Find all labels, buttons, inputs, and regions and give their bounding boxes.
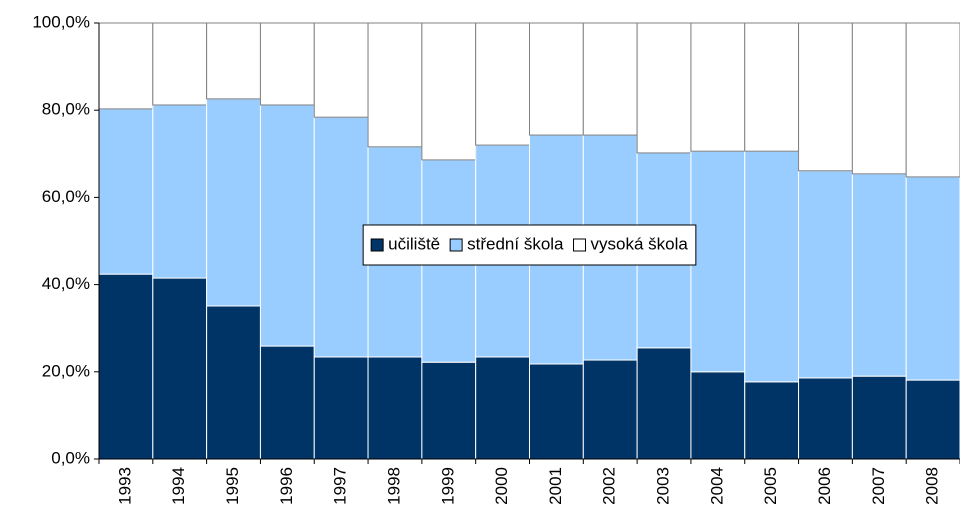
x-tick-label: 1999: [438, 467, 457, 505]
x-tick-label: 1996: [277, 467, 296, 505]
bar-segment: [367, 22, 423, 148]
x-tick-label: 1994: [169, 467, 188, 505]
legend-box: [362, 224, 697, 266]
y-tick-label: 0,0%: [51, 448, 90, 467]
bar-segment: [690, 150, 746, 373]
bar-segment: [798, 22, 853, 172]
y-tick-label: 80,0%: [42, 100, 90, 119]
bar-segment: [905, 379, 960, 460]
bar-segment: [313, 116, 369, 358]
bar-segment: [313, 22, 369, 118]
x-tick-label: 2008: [923, 467, 942, 505]
bar-segment: [206, 98, 261, 307]
bar-segment: [367, 356, 423, 460]
x-tick-label: 2005: [761, 467, 780, 505]
bar-segment: [98, 22, 154, 110]
bar-segment: [98, 273, 154, 460]
legend-label: učiliště: [388, 234, 440, 253]
bar-segment: [851, 22, 907, 175]
bar-segment: [690, 22, 746, 152]
legend-label: střední škola: [467, 234, 564, 253]
y-tick-label: 20,0%: [42, 361, 90, 380]
bar-segment: [421, 22, 477, 161]
x-tick-label: 1995: [223, 467, 242, 505]
bar-segment: [98, 108, 154, 275]
bar-segment: [636, 347, 692, 460]
bar-segment: [690, 371, 746, 460]
bar-segment: [582, 22, 638, 136]
bar-segment: [905, 22, 960, 178]
x-tick-label: 2004: [707, 467, 726, 505]
x-tick-label: 2002: [600, 467, 619, 505]
bar-segment: [798, 170, 853, 379]
bar-segment: [529, 22, 584, 136]
legend-label: vysoká škola: [591, 234, 689, 253]
x-tick-label: 2003: [654, 467, 673, 505]
legend-marker: [370, 238, 384, 252]
bar-segment: [798, 377, 853, 460]
bar-segment: [152, 277, 208, 460]
bar-segment: [206, 305, 261, 460]
x-tick-label: 2001: [546, 467, 565, 505]
x-tick-label: 2007: [869, 467, 888, 505]
legend-marker: [573, 238, 587, 252]
bar-segment: [529, 363, 584, 460]
legend-marker: [449, 238, 463, 252]
bar-segment: [744, 381, 800, 460]
bar-segment: [475, 22, 530, 146]
bar-segment: [259, 22, 315, 106]
bar-segment: [851, 173, 907, 377]
y-tick-label: 60,0%: [42, 187, 90, 206]
x-tick-label: 2000: [492, 467, 511, 505]
bar-segment: [475, 356, 530, 460]
bar-segment: [152, 104, 208, 279]
bar-segment: [206, 22, 261, 100]
y-tick-label: 100,0%: [32, 12, 90, 31]
bar-segment: [744, 150, 800, 383]
bar-segment: [259, 104, 315, 347]
bar-segment: [313, 356, 369, 460]
bar-segment: [152, 22, 208, 106]
x-tick-label: 1998: [384, 467, 403, 505]
bar-segment: [582, 359, 638, 460]
legend: učiliště střední škola vysoká škola: [362, 224, 697, 266]
bar-segment: [744, 22, 800, 152]
x-tick-label: 1993: [115, 467, 134, 505]
bar-segment: [905, 176, 960, 381]
bar-segment: [259, 345, 315, 460]
bar-segment: [636, 22, 692, 154]
x-tick-label: 2006: [815, 467, 834, 505]
x-tick-label: 1997: [331, 467, 350, 505]
bar-segment: [421, 361, 477, 460]
y-tick-label: 40,0%: [42, 274, 90, 293]
bar-segment: [851, 375, 907, 460]
